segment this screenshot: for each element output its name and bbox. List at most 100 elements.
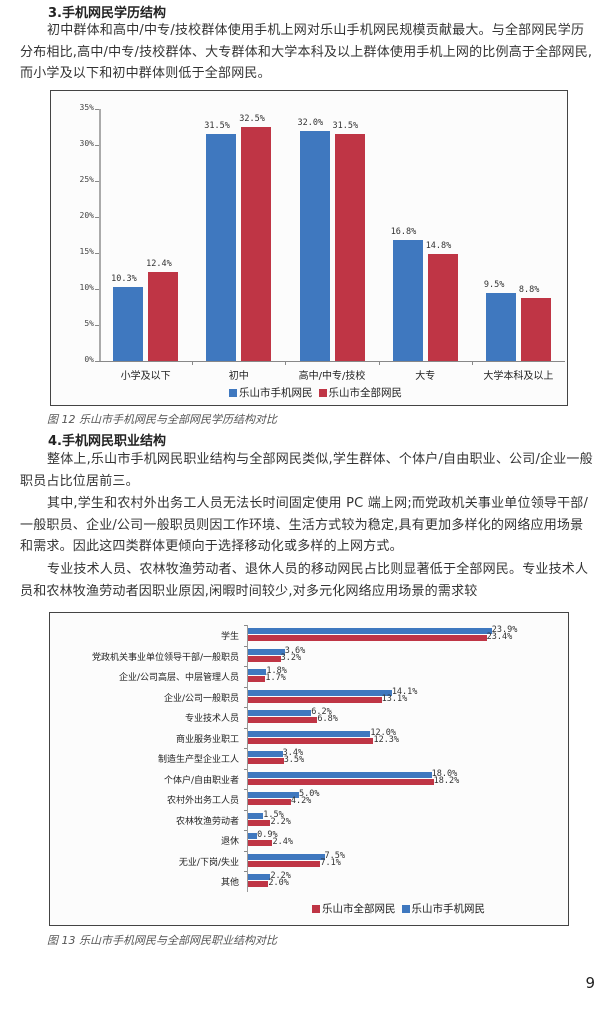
value-label: 12.4% [146, 258, 172, 269]
value-label: 4.2% [290, 796, 312, 806]
y-axis-line [247, 625, 248, 892]
y-tick-label: 0% [84, 355, 94, 364]
y-tick-mark [95, 325, 99, 326]
legend-swatch [401, 905, 410, 913]
value-label: 32.0% [297, 117, 324, 128]
category-label: 初中 [228, 371, 249, 382]
value-label: 14.8% [425, 241, 452, 252]
mobile-bar [206, 134, 237, 361]
section-4-heading: 4.手机网民职业结构 [48, 434, 166, 449]
legend-label: 乐山市全部网民 [322, 903, 396, 915]
value-label: 2.2% [270, 816, 291, 827]
y-tick-mark [244, 727, 247, 729]
x-tick-mark [285, 361, 287, 365]
value-label: 8.8% [518, 284, 540, 295]
mobile-bar [485, 292, 516, 361]
chart-legend: 乐山市全部网民 乐山市手机网民 [312, 901, 491, 916]
all-bar [248, 635, 487, 641]
mobile-bar [248, 751, 283, 757]
value-label: 2.2% [270, 871, 291, 881]
y-tick-label: 10% [79, 283, 94, 292]
y-tick-mark [95, 361, 99, 362]
legend-swatch [318, 389, 327, 397]
y-tick-mark [244, 707, 247, 708]
value-label: 6.8% [317, 714, 338, 724]
all-bar [248, 676, 266, 682]
mobile-bar [392, 240, 423, 361]
y-tick-mark [95, 145, 99, 146]
all-bar [248, 758, 284, 764]
mobile-bar [248, 710, 312, 716]
y-tick-label: 5% [84, 319, 94, 328]
category-label: 大专 [415, 371, 436, 382]
value-label: 0.9% [257, 830, 278, 840]
mobile-bar [248, 669, 267, 675]
value-label: 18.0% [431, 768, 458, 779]
figure-12-caption: 图 12 乐山市手机网民与全部网民学历结构对比 [47, 413, 277, 426]
value-label: 23.4% [486, 632, 513, 642]
value-label: 31.5% [204, 121, 230, 132]
category-label: 学生 [220, 632, 239, 642]
category-label: 个体户/自由职业者 [163, 775, 239, 786]
y-tick-mark [244, 768, 247, 770]
mobile-bar [248, 792, 299, 798]
value-label: 2.4% [272, 837, 293, 847]
legend-label: 乐山市手机网民 [411, 903, 486, 915]
section-4-paragraph-2: 其中,学生和农村外出务工人员无法长时间固定使用 PC 端上网;而党政机关事业单位… [20, 496, 589, 554]
all-bar [248, 778, 434, 785]
x-tick-mark [192, 361, 194, 365]
value-label: 9.5% [483, 279, 505, 290]
y-tick-mark [244, 871, 247, 872]
mobile-bar [299, 130, 330, 361]
y-tick-mark [244, 830, 247, 831]
chart-legend: 乐山市手机网民 乐山市全部网民 [229, 385, 408, 400]
category-label: 退休 [220, 837, 239, 847]
all-bar [248, 737, 374, 744]
y-tick-label: 25% [79, 175, 94, 184]
x-axis-line [99, 361, 565, 362]
mobile-bar [113, 286, 144, 361]
y-tick-label: 20% [79, 211, 94, 220]
all-bar [248, 717, 318, 723]
legend-label: 乐山市全部网民 [328, 387, 403, 399]
y-tick-mark [244, 645, 247, 647]
all-bar [248, 655, 281, 662]
all-bar [427, 254, 458, 361]
category-label: 专业技术人员 [184, 714, 239, 724]
value-label: 3.2% [280, 652, 302, 663]
y-tick-mark [95, 109, 99, 110]
y-tick-mark [244, 666, 247, 667]
category-label: 企业/公司高层、中层管理人员 [118, 673, 239, 683]
all-bar [520, 297, 551, 361]
category-label: 大学本科及以上 [483, 371, 554, 382]
section-3-heading: 3.手机网民学历结构 [48, 6, 166, 21]
y-tick-mark [95, 253, 99, 254]
figure-13-caption: 图 13 乐山市手机网民与全部网民职业结构对比 [47, 934, 277, 947]
section-4-paragraph-3: 专业技术人员、农林牧渔劳动者、退休人员的移动网民占比则显著低于全部网民。专业技术… [20, 562, 589, 599]
value-label: 1.5% [263, 809, 284, 820]
category-label: 党政机关事业单位领导干部/一般职员 [91, 652, 239, 663]
section-4-paragraph-1: 整体上,乐山市手机网民职业结构与全部网民类似,学生群体、个体户/自由职业、公司/… [20, 452, 593, 489]
occupation-bar-chart: 学生 23.9% 23.4% 党政机关事业单位领导干部/一般职员 3.6% 3.2% 企业/… [49, 612, 569, 926]
value-label: 32.5% [239, 114, 265, 124]
y-tick-mark [244, 850, 247, 852]
legend-swatch [229, 389, 237, 397]
y-axis-line [99, 109, 101, 361]
legend-item-mobile: 乐山市手机网民 [229, 387, 313, 399]
y-tick-mark [244, 686, 247, 688]
value-label: 1.8% [266, 666, 287, 676]
mobile-bar [248, 874, 271, 880]
education-bar-chart: 0% 5% 10% 15% 20% 25% 30% 35% 10.3% 12.4% 小学及以下 31.… [50, 90, 568, 406]
value-label: 5.0% [299, 789, 320, 799]
category-label: 其他 [220, 878, 239, 888]
value-label: 31.5% [332, 121, 359, 132]
category-label: 无业/下岗/失业 [178, 857, 239, 868]
mobile-bar [248, 648, 285, 655]
mobile-bar [248, 771, 432, 778]
all-bar [241, 127, 272, 361]
value-label: 1.7% [265, 673, 286, 683]
category-label: 制造生产型企业工人 [157, 755, 239, 765]
y-tick-label: 15% [79, 247, 94, 256]
page-number: 9 [585, 974, 595, 992]
mobile-bar [248, 730, 371, 737]
